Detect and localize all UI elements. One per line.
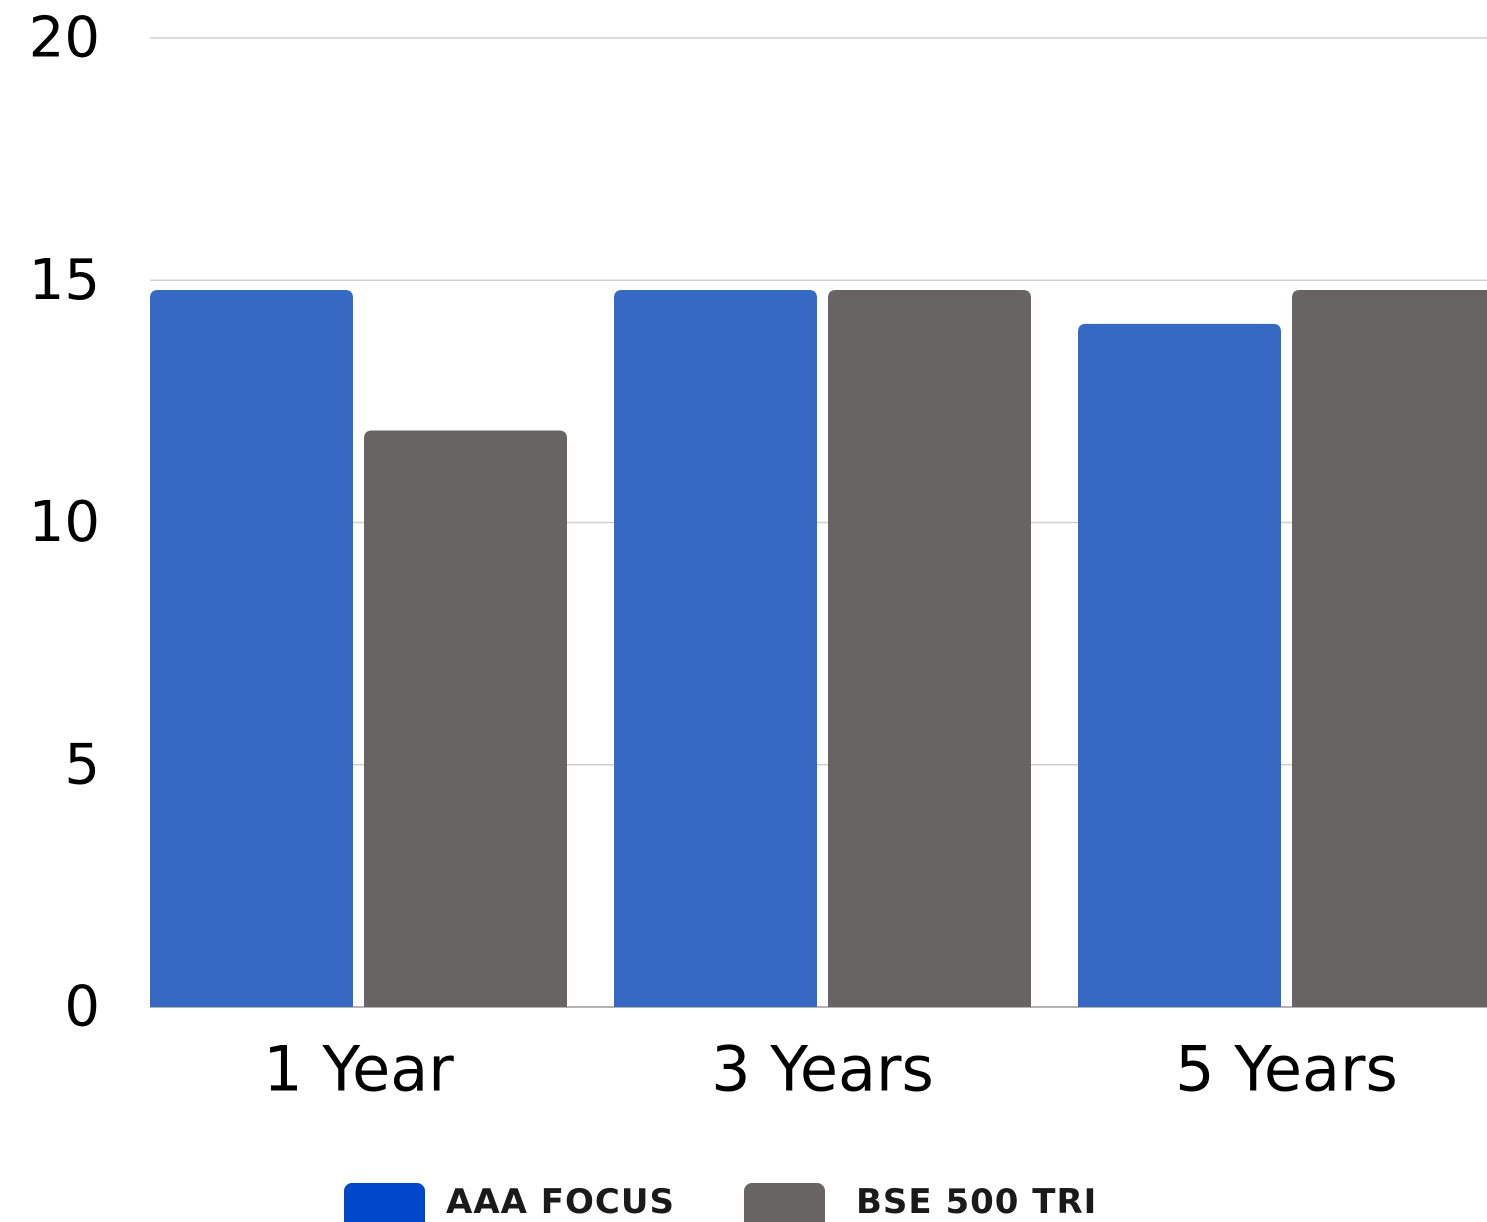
legend: AAA FOCUS BSE 500 TRI xyxy=(344,1182,1097,1222)
legend-swatch-aaa-focus xyxy=(344,1183,425,1222)
y-tick-label-20: 20 xyxy=(29,6,100,71)
legend-label-bse-500-tri: BSE 500 TRI xyxy=(856,1182,1097,1222)
bars xyxy=(150,289,1487,1008)
y-tick-label-0: 0 xyxy=(64,975,100,1040)
bar-aaa-focus-5-years xyxy=(1078,323,1281,1008)
bar-bse-500-tri-5-years xyxy=(1292,289,1487,1007)
legend-swatch-bse-500-tri xyxy=(744,1183,825,1222)
legend-label-aaa-focus: AAA FOCUS xyxy=(446,1182,675,1222)
y-tick-label-5: 5 xyxy=(64,732,100,797)
y-tick-label-15: 15 xyxy=(29,248,100,313)
bar-aaa-focus-1-year xyxy=(150,289,353,1007)
y-axis: 0 5 10 15 20 xyxy=(29,6,100,1040)
x-axis: 1 Year 3 Years 5 Years xyxy=(263,1033,1398,1106)
bar-bse-500-tri-1-year xyxy=(364,430,567,1007)
bar-bse-500-tri-3-years xyxy=(828,289,1031,1007)
y-tick-label-10: 10 xyxy=(29,490,100,555)
x-tick-label-3-years: 3 Years xyxy=(711,1033,934,1106)
x-tick-label-5-years: 5 Years xyxy=(1175,1033,1398,1106)
x-tick-label-1-year: 1 Year xyxy=(263,1033,454,1106)
bar-aaa-focus-3-years xyxy=(614,289,817,1007)
